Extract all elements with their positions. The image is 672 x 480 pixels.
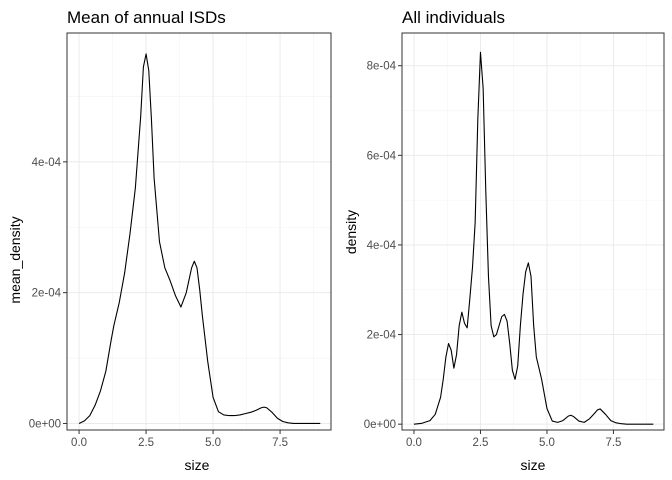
y-tick-label: 2e-04: [32, 288, 62, 300]
y-tick-label: 0e+00: [364, 419, 396, 431]
x-tick-label: 5.0: [539, 437, 555, 449]
panel-all-individuals: All individuals size density 0.0 2.5 5.0 7.…: [343, 8, 665, 473]
x-axis-title: size: [521, 457, 546, 473]
density-line: [78, 53, 321, 425]
y-tick-label: 8e-04: [367, 61, 397, 73]
x-tick-label: 2.5: [138, 437, 154, 449]
x-tick-label: 7.5: [272, 437, 288, 449]
y-axis-title: mean_density: [7, 216, 23, 303]
density-line: [413, 51, 654, 425]
y-tick-label: 0e+00: [29, 418, 61, 430]
y-tick-label: 4e-04: [32, 157, 62, 169]
y-tick-label: 6e-04: [367, 150, 397, 162]
x-axis-title: size: [185, 457, 210, 473]
y-tick-label: 4e-04: [367, 240, 397, 252]
x-tick-label: 2.5: [472, 437, 488, 449]
y-axis-title: density: [343, 210, 359, 254]
x-tick-label: 0.0: [406, 437, 422, 449]
panel-mean-annual-isds: Mean of annual ISDs size mean_density 0.…: [7, 8, 332, 473]
y-tick-label: 2e-04: [367, 330, 397, 342]
x-tick-label: 5.0: [205, 437, 221, 449]
chart-title: All individuals: [402, 8, 505, 27]
panel-border: [401, 32, 665, 431]
panel-border: [66, 32, 332, 431]
grid: [67, 33, 331, 430]
chart-title: Mean of annual ISDs: [67, 8, 226, 27]
grid: [402, 33, 664, 430]
x-tick-label: 0.0: [71, 437, 87, 449]
x-tick-label: 7.5: [605, 437, 621, 449]
